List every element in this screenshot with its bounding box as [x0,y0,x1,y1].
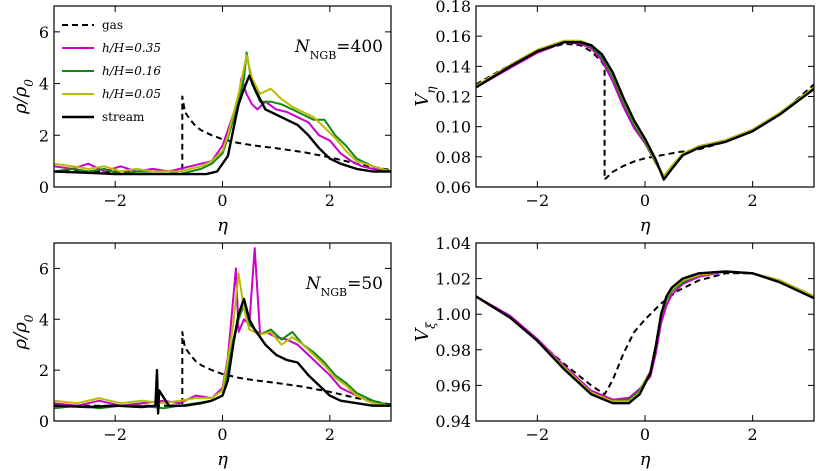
y-axis-label: ρ/ρ0 [10,79,36,115]
x-axis-label: η [640,215,651,236]
panel-annotation: NNGB=400 [294,37,383,62]
y-tick-label: 0.18 [435,0,471,16]
series-line-gas [476,42,814,181]
x-tick-label: −2 [103,425,127,444]
x-tick-label: 2 [325,425,335,444]
series-line-h-h-0-35 [476,41,814,178]
panel-annotation: NNGB=50 [305,274,383,299]
legend-label: h/H=0.16 [102,64,161,78]
panel-bottom-right: −2 0 2 0.94 0.96 0.98 1.00 1.02 1.04 η Vξ [412,234,815,470]
x-tick-label: 0 [640,425,650,444]
series-line-stream [54,74,391,176]
y-tick-label: 6 [39,259,49,278]
y-axis-label: Vξ [412,321,438,342]
y-axis-label: ρ/ρ0 [10,314,36,350]
series-line-stream [476,270,814,405]
legend-label: gas [102,18,123,32]
x-tick-label: 0 [640,191,650,210]
y-tick-label: 1.00 [435,305,471,324]
legend-label: h/H=0.05 [102,87,161,101]
y-tick-label: 0.12 [435,88,471,107]
y-tick-label: 0.08 [435,148,471,167]
y-tick-label: 0 [39,178,49,197]
series-group [54,247,391,415]
y-tick-label: 0.94 [435,412,471,431]
y-tick-label: 2 [39,361,49,380]
series-line-stream [54,297,391,415]
y-tick-label: 6 [39,23,49,42]
x-tick-label: −2 [103,191,127,210]
series-group [476,39,814,181]
series-line-h-h-0-16 [476,41,814,178]
axes-frame [475,5,815,188]
panel-bottom-left: −2 0 2 0 2 4 6 η ρ/ρ0 NNGB=50 [10,242,392,470]
x-axis-label: η [640,449,651,470]
series-line-stream [476,41,814,181]
y-tick-label: 0.06 [435,178,471,197]
y-tick-label: 0.96 [435,376,471,395]
x-tick-label: 0 [217,191,227,210]
x-axis-label: η [217,449,228,470]
series-line-gas [54,95,391,173]
series-line-h-h-0-05 [54,272,391,407]
series-line-h-h-0-05 [54,54,391,173]
legend-label: stream [102,110,145,124]
y-tick-label: 1.04 [435,234,471,253]
y-tick-label: 0.10 [435,118,471,137]
x-tick-label: 2 [748,191,758,210]
series-line-h-h-0-05 [476,39,814,178]
y-tick-label: 0.98 [435,341,471,360]
y-tick-label: 0 [39,412,49,431]
y-axis-label: Vη [412,86,438,107]
legend: gas h/H=0.35 h/H=0.16 h/H=0.05 stream [62,18,161,124]
y-tick-label: 0.14 [435,57,471,76]
panel-top-right: −2 0 2 0.06 0.08 0.10 0.12 0.14 0.16 0.18 η Vη [412,0,815,236]
x-tick-label: −2 [526,191,550,210]
y-tick-label: 4 [39,310,49,329]
series-line-gas [476,272,814,396]
panel-top-left: −2 0 2 0 2 4 6 η ρ/ρ0 NNGB=400 gas h/H=0.35 h/H=0.16… [10,5,392,236]
series-group [54,51,391,176]
x-tick-label: 0 [217,425,227,444]
series-group [476,270,814,405]
x-tick-label: −2 [526,425,550,444]
legend-label: h/H=0.35 [102,41,161,55]
y-tick-label: 0.16 [435,27,471,46]
y-tick-label: 4 [39,75,49,94]
x-tick-label: 2 [325,191,335,210]
y-tick-label: 1.02 [435,270,471,289]
y-tick-label: 2 [39,126,49,145]
x-axis-label: η [217,215,228,236]
x-tick-label: 2 [748,425,758,444]
